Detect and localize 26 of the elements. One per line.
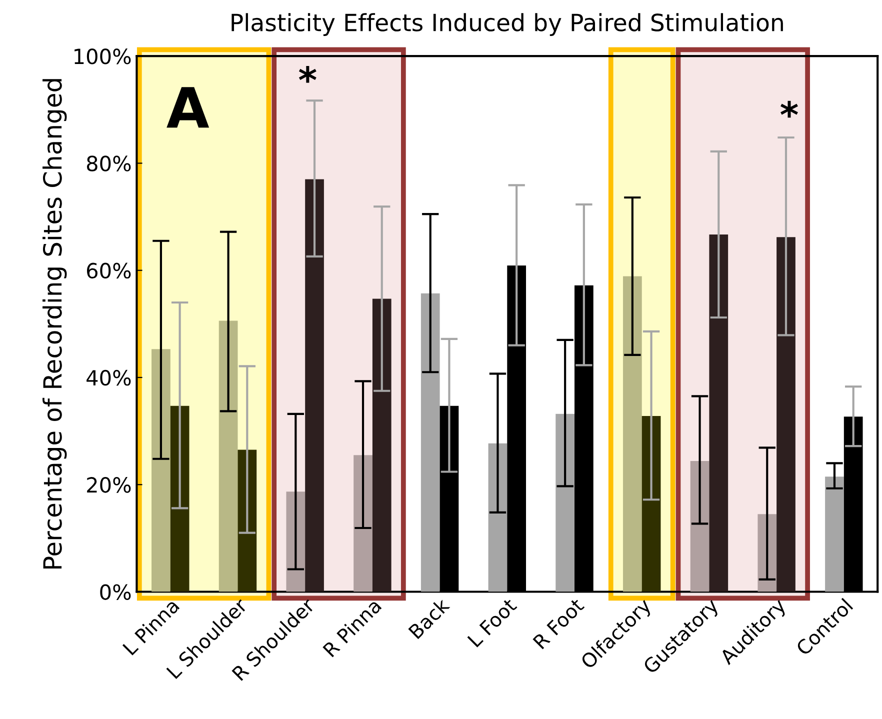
chart-title: Plasticity Effects Induced by Paired Stimulation (232, 13, 783, 36)
annotation: * (780, 100, 798, 118)
bar (238, 450, 257, 592)
y-tick-label: 60% (87, 262, 131, 279)
y-tick-label: 100% (74, 48, 131, 64)
bar (642, 416, 661, 592)
bar (372, 298, 392, 592)
bar (218, 320, 238, 592)
annotation: * (298, 66, 316, 83)
bar (622, 276, 642, 592)
y-axis-title: Percentage of Recording Sites Changed (42, 79, 67, 569)
bar (825, 476, 844, 592)
y-tick-label: 80% (86, 156, 131, 172)
y-tick-label: 40% (86, 370, 131, 386)
bar (354, 455, 372, 592)
bar (776, 237, 796, 592)
bar (556, 414, 575, 592)
bar (690, 461, 710, 592)
bar (152, 349, 170, 592)
y-tick-label: 20% (87, 477, 131, 493)
bar (709, 234, 728, 592)
bar (305, 179, 324, 592)
annotation: A (166, 87, 210, 128)
bar (170, 406, 190, 592)
y-tick-label: 0% (100, 584, 131, 600)
bar (488, 443, 508, 592)
